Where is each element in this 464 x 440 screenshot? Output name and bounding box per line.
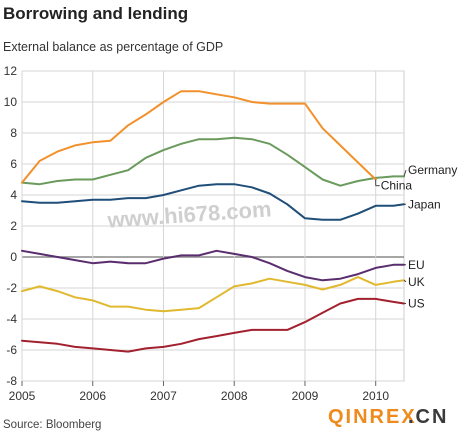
y-tick-label: -8 <box>6 374 17 388</box>
leader-line-germany <box>403 170 407 177</box>
series-line-china <box>21 90 377 184</box>
x-axis-ticks: 2005 2006 2007 2008 2009 2010 <box>9 389 390 403</box>
chart-title: Borrowing and lending <box>3 4 189 23</box>
series-line-germany <box>21 136 405 187</box>
series-label-eu: EU <box>408 258 425 272</box>
y-tick-label: 10 <box>4 95 18 109</box>
x-tick-label: 2009 <box>292 389 319 403</box>
y-tick-label: 12 <box>4 64 18 78</box>
series-line-eu <box>21 249 405 282</box>
x-tick-label: 2007 <box>150 389 177 403</box>
x-tick-label: 2010 <box>362 389 389 403</box>
y-tick-label: 4 <box>10 188 17 202</box>
leader-line-uk <box>403 279 407 283</box>
series-label-germany: Germany <box>408 163 457 177</box>
y-tick-label: -6 <box>6 343 17 357</box>
series-line-japan <box>21 183 405 221</box>
watermark-corner-a: QINREX <box>328 406 417 428</box>
y-tick-label: 0 <box>10 250 17 264</box>
chart-subtitle: External balance as percentage of GDP <box>3 40 224 54</box>
y-tick-label: 6 <box>10 157 17 171</box>
series-label-us: US <box>408 297 425 311</box>
y-tick-label: -4 <box>6 312 17 326</box>
x-tick-label: 2008 <box>221 389 248 403</box>
y-tick-label: 2 <box>10 219 17 233</box>
source-note: Source: Bloomberg <box>3 419 102 431</box>
grid <box>21 70 405 386</box>
series-line-uk <box>21 276 405 313</box>
watermark-corner-b: .CN <box>408 406 448 428</box>
series-label-japan: Japan <box>408 197 441 211</box>
y-tick-label: -2 <box>6 281 17 295</box>
watermark-text: www.hi678.com <box>106 196 273 232</box>
y-tick-label: 8 <box>10 126 17 140</box>
corner-watermark: QINREX .CN <box>328 406 448 428</box>
series-labels: Germany China Japan EU UK US <box>375 163 457 311</box>
series-line-us <box>21 297 405 353</box>
series-lines <box>21 90 405 353</box>
x-tick-label: 2006 <box>79 389 106 403</box>
series-label-uk: UK <box>408 275 425 289</box>
y-axis-ticks: -8 -6 -4 -2 0 2 4 6 8 10 12 <box>4 64 18 388</box>
x-tick-label: 2005 <box>9 389 36 403</box>
series-label-china: China <box>381 179 413 193</box>
